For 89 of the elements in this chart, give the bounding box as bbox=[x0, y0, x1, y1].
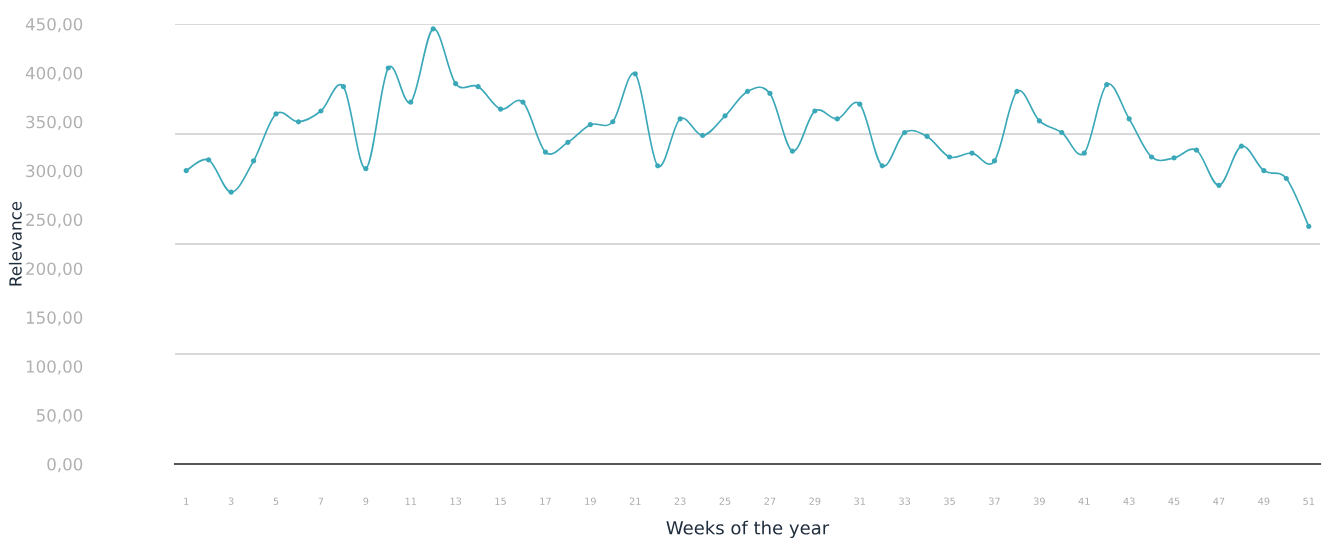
x-tick-label: 15 bbox=[495, 497, 506, 505]
x-tick-label: 47 bbox=[1213, 497, 1225, 505]
point bbox=[902, 129, 908, 136]
x-tick-label: 25 bbox=[719, 497, 731, 505]
point bbox=[969, 150, 975, 156]
x-tick-label: 51 bbox=[1303, 497, 1315, 505]
x-tick-label: 1 bbox=[184, 497, 189, 505]
x-tick-label: 29 bbox=[809, 497, 821, 505]
y-tick-label: 250,00 bbox=[26, 213, 83, 228]
x-tick-label: 17 bbox=[540, 497, 551, 505]
point bbox=[924, 133, 930, 140]
point bbox=[722, 113, 728, 119]
x-tick-label: 13 bbox=[450, 497, 462, 505]
y-tick-label: 450,00 bbox=[25, 17, 83, 33]
point bbox=[1283, 175, 1289, 182]
point bbox=[453, 81, 459, 87]
point bbox=[1014, 88, 1020, 95]
point bbox=[273, 111, 279, 117]
x-tick-label: 31 bbox=[854, 497, 866, 505]
point bbox=[385, 65, 391, 71]
y-tick-label: 150,00 bbox=[26, 311, 83, 326]
point bbox=[295, 119, 302, 125]
point bbox=[655, 163, 661, 169]
point bbox=[1193, 147, 1200, 153]
point bbox=[430, 26, 436, 32]
y-tick-label: 400,00 bbox=[25, 66, 83, 82]
point bbox=[946, 154, 953, 160]
y-tick-label: 350,00 bbox=[26, 115, 83, 131]
point bbox=[183, 168, 189, 174]
x-tick-label: 3 bbox=[228, 497, 234, 505]
x-tick-label: 43 bbox=[1123, 497, 1135, 505]
point bbox=[587, 122, 593, 128]
point bbox=[991, 158, 998, 164]
point bbox=[834, 116, 840, 122]
y-tick-label: 200,00 bbox=[26, 262, 83, 277]
point bbox=[250, 158, 257, 164]
point bbox=[1171, 155, 1177, 161]
point bbox=[1104, 82, 1110, 88]
x-tick-label: 37 bbox=[989, 497, 1000, 505]
point bbox=[744, 88, 751, 95]
point bbox=[677, 116, 683, 122]
x-tick-label: 5 bbox=[273, 497, 279, 505]
point bbox=[1126, 116, 1132, 122]
point bbox=[340, 83, 346, 90]
x-axis-title: Weeks of the year bbox=[666, 520, 830, 539]
point bbox=[318, 108, 324, 114]
x-tick-label: 41 bbox=[1078, 497, 1090, 505]
point bbox=[475, 83, 481, 90]
point bbox=[497, 106, 504, 112]
point bbox=[228, 189, 234, 195]
point bbox=[206, 157, 212, 163]
x-tick-label: 49 bbox=[1258, 497, 1270, 505]
point bbox=[1036, 118, 1042, 124]
x-tick-label: 45 bbox=[1168, 497, 1180, 505]
x-tick-label: 35 bbox=[944, 497, 955, 505]
point bbox=[879, 163, 885, 169]
point bbox=[565, 139, 571, 145]
x-tick-label: 19 bbox=[585, 497, 596, 505]
x-tick-label: 27 bbox=[764, 497, 776, 505]
y-tick-label: 100,00 bbox=[26, 360, 83, 375]
x-tick-label: 11 bbox=[405, 497, 417, 505]
y-tick-label: 0,00 bbox=[47, 457, 83, 473]
y-axis-title: Relevance bbox=[8, 201, 22, 286]
point bbox=[520, 99, 526, 105]
point bbox=[1306, 223, 1312, 229]
point bbox=[1149, 154, 1155, 160]
y-tick-label: 300,00 bbox=[26, 164, 83, 179]
point bbox=[542, 149, 549, 155]
point bbox=[1059, 129, 1065, 136]
point bbox=[789, 148, 795, 154]
point bbox=[1081, 150, 1087, 156]
point bbox=[408, 99, 414, 105]
point bbox=[1216, 182, 1222, 188]
point bbox=[767, 90, 773, 97]
point bbox=[812, 108, 818, 114]
x-tick-label: 23 bbox=[674, 497, 686, 505]
point bbox=[1238, 143, 1245, 149]
x-tick-label: 21 bbox=[629, 497, 641, 505]
point bbox=[700, 132, 706, 139]
x-tick-label: 33 bbox=[899, 497, 911, 505]
y-tick-label: 50,00 bbox=[36, 409, 83, 424]
point bbox=[1261, 168, 1267, 174]
point bbox=[610, 119, 616, 125]
point bbox=[632, 71, 638, 77]
x-tick-label: 7 bbox=[318, 497, 324, 505]
x-tick-label: 9 bbox=[363, 497, 369, 505]
point bbox=[363, 166, 369, 172]
x-tick-label: 39 bbox=[1033, 497, 1045, 505]
point bbox=[857, 101, 863, 107]
